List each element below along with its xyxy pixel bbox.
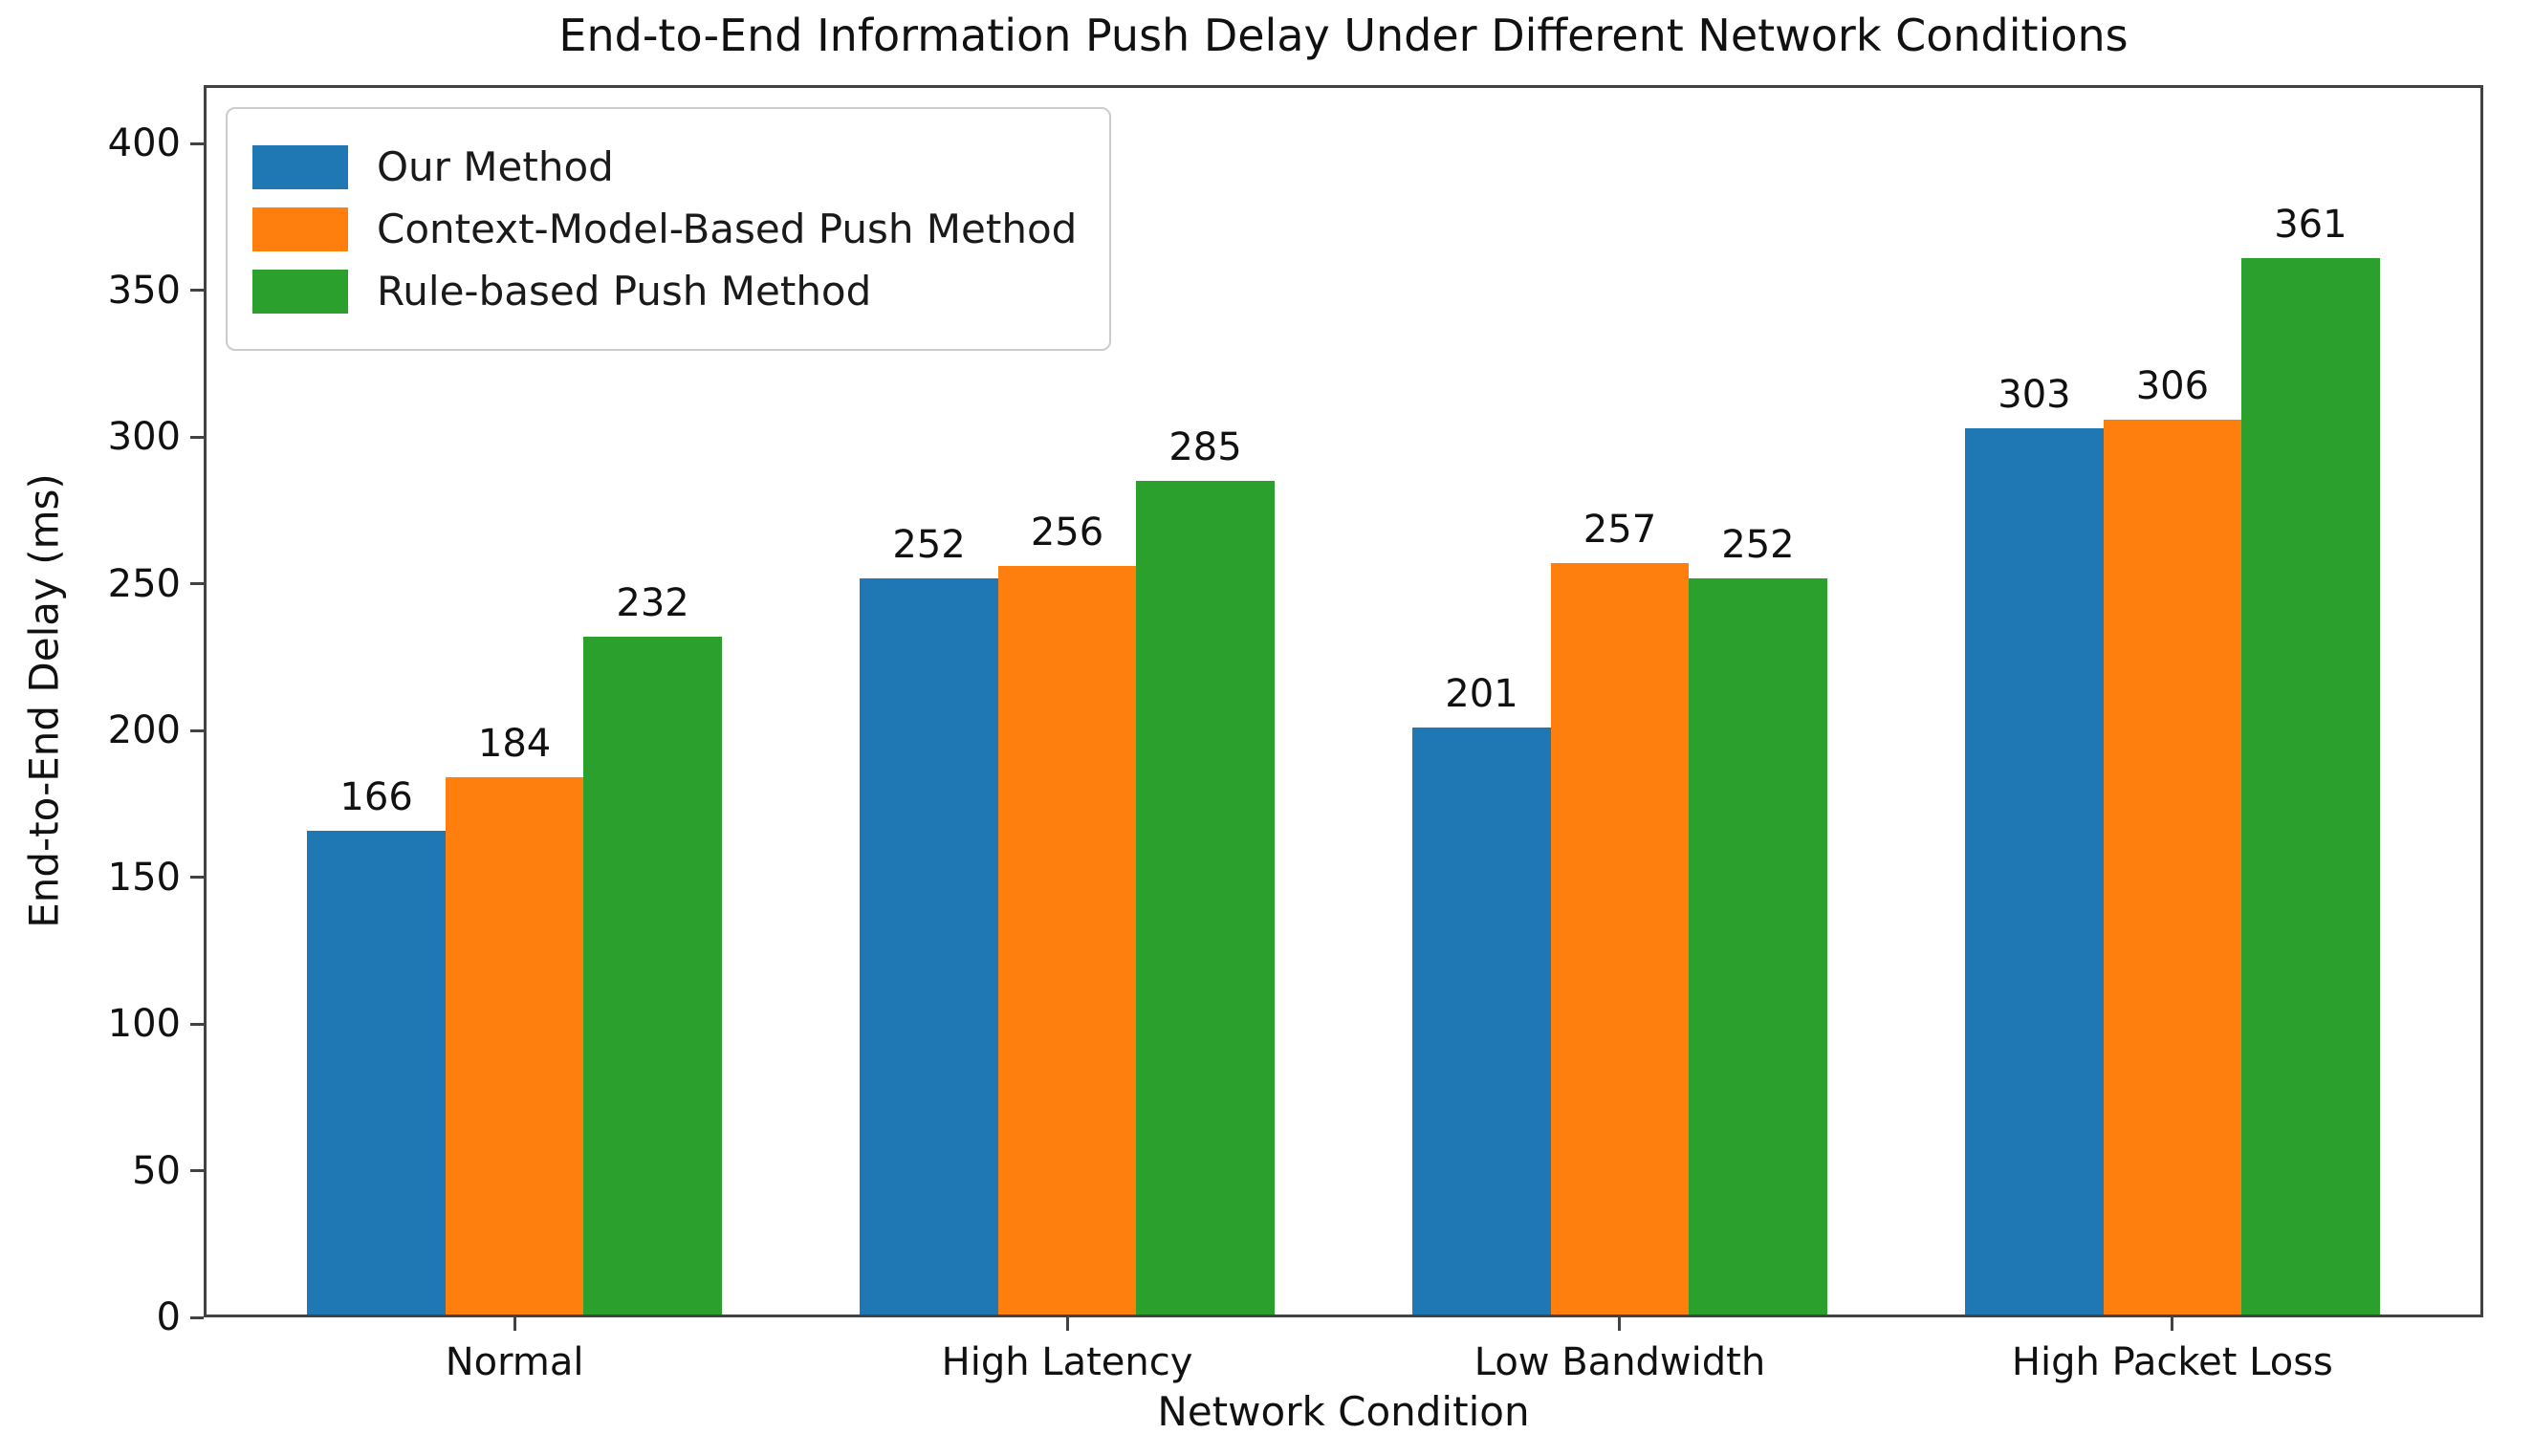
legend-swatch-icon xyxy=(252,269,348,314)
y-tick-mark xyxy=(190,289,204,293)
y-tick-mark xyxy=(190,728,204,732)
x-axis-label: Network Condition xyxy=(1157,1388,1530,1435)
y-tick-label: 100 xyxy=(107,1002,181,1047)
bar-value-label: 201 xyxy=(1445,672,1518,717)
y-tick-mark xyxy=(190,1169,204,1173)
y-tick-mark xyxy=(190,582,204,586)
y-tick-label: 50 xyxy=(132,1148,181,1193)
bar xyxy=(1550,563,1690,1317)
legend-label: Rule-based Push Method xyxy=(377,268,872,315)
bar xyxy=(1965,428,2104,1317)
bar-value-label: 252 xyxy=(1721,522,1795,567)
bar xyxy=(445,777,584,1317)
bar-value-label: 252 xyxy=(892,522,966,567)
legend: Our Method Context-Model-Based Push Metho… xyxy=(226,107,1112,351)
y-tick-mark xyxy=(190,1022,204,1026)
bar-value-label: 184 xyxy=(477,722,552,767)
chart-title: End-to-End Information Push Delay Under … xyxy=(558,10,2129,61)
y-tick-mark xyxy=(190,876,204,880)
y-tick-mark xyxy=(190,435,204,439)
bar-value-label: 306 xyxy=(2135,363,2210,408)
x-tick-mark xyxy=(1065,1317,1069,1331)
bar-value-label: 166 xyxy=(339,774,413,819)
bar-value-label: 303 xyxy=(1998,373,2071,418)
legend-label: Context-Model-Based Push Method xyxy=(377,206,1078,252)
x-tick-label: Low Bandwidth xyxy=(1474,1340,1766,1384)
bar-value-label: 361 xyxy=(2274,203,2347,248)
y-tick-label: 200 xyxy=(107,708,181,753)
legend-label: Our Method xyxy=(377,143,614,190)
y-tick-mark xyxy=(190,1315,204,1319)
bar-value-label: 256 xyxy=(1030,511,1104,555)
y-tick-label: 150 xyxy=(107,855,181,900)
bar xyxy=(2241,258,2380,1317)
x-tick-label: High Latency xyxy=(941,1340,1193,1384)
x-tick-mark xyxy=(1618,1317,1622,1331)
legend-row: Our Method xyxy=(252,143,1077,190)
bar xyxy=(997,566,1137,1317)
bar xyxy=(583,636,722,1317)
y-tick-label: 400 xyxy=(107,121,181,166)
bar xyxy=(307,830,446,1317)
x-tick-label: Normal xyxy=(445,1340,584,1384)
legend-swatch-icon xyxy=(252,206,348,251)
y-tick-label: 300 xyxy=(107,415,181,460)
bar xyxy=(860,577,998,1317)
legend-swatch-icon xyxy=(252,144,348,189)
bar-value-label: 257 xyxy=(1583,508,1657,553)
legend-row: Context-Model-Based Push Method xyxy=(252,206,1077,252)
legend-row: Rule-based Push Method xyxy=(252,268,1077,315)
x-tick-mark xyxy=(513,1317,516,1331)
y-tick-label: 250 xyxy=(107,561,181,606)
y-tick-mark xyxy=(190,141,204,145)
bar xyxy=(2103,419,2242,1317)
bar-value-label: 232 xyxy=(616,580,689,625)
bar xyxy=(1136,481,1275,1317)
bar xyxy=(1689,577,1827,1317)
y-tick-label: 0 xyxy=(156,1295,181,1339)
y-tick-label: 350 xyxy=(107,268,181,313)
bar-value-label: 285 xyxy=(1168,425,1242,470)
x-tick-label: High Packet Loss xyxy=(2011,1340,2333,1384)
x-tick-mark xyxy=(2171,1317,2174,1331)
bar xyxy=(1412,728,1551,1317)
